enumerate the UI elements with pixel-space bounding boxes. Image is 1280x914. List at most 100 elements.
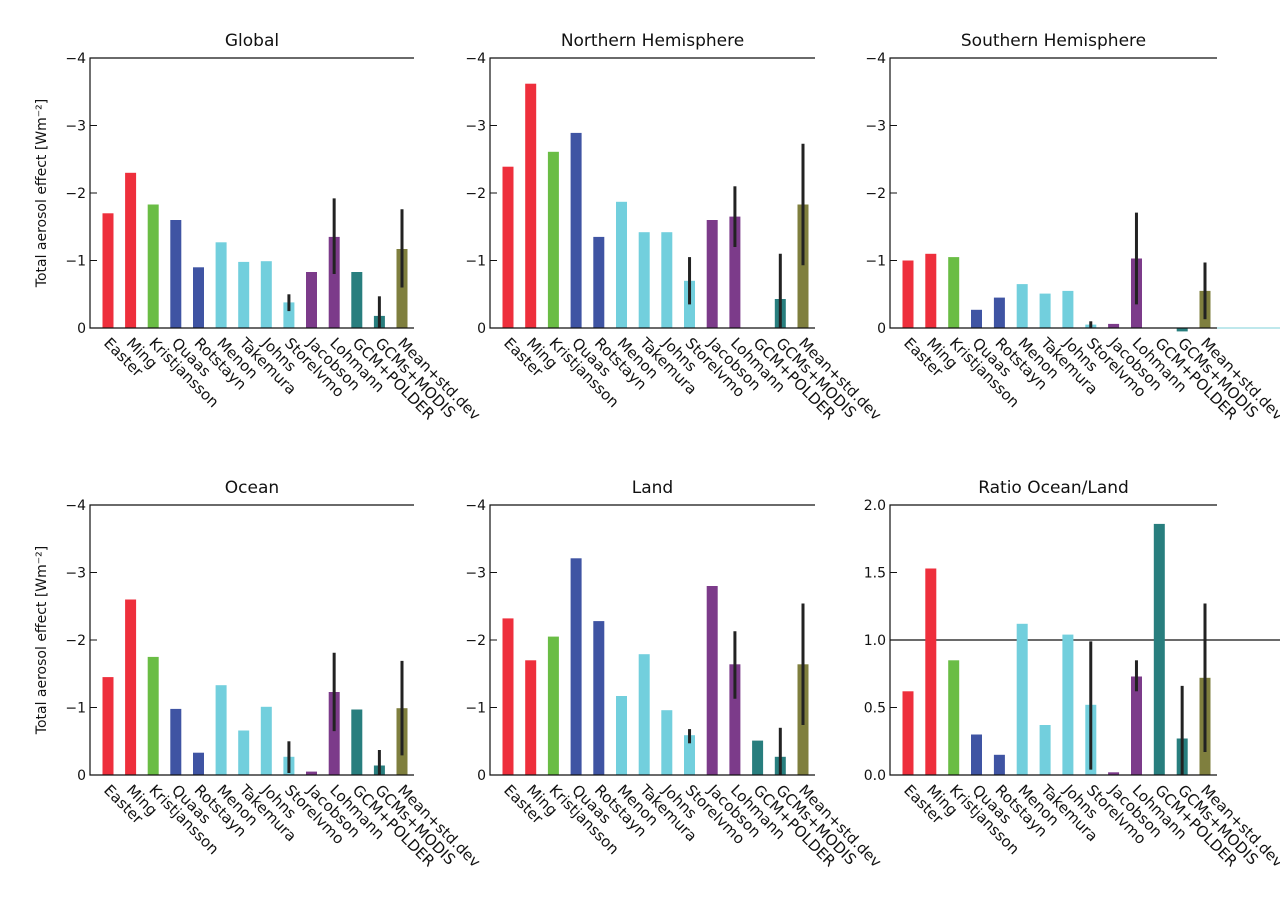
bar-takemura [238, 261, 250, 328]
bar-takemura [1039, 293, 1051, 328]
bar-mean-std-dev [797, 204, 809, 328]
bar-jacobson [306, 771, 317, 775]
bar-takemura [638, 232, 650, 328]
bar-gcm-polder [752, 740, 764, 775]
bar-rotstayn [193, 752, 204, 775]
bar-lohmann [729, 664, 741, 775]
y-tick-label: 1.5 [864, 566, 886, 582]
axes-frame [89, 504, 414, 776]
bar-menon [616, 201, 627, 328]
y-tick-label: −2 [65, 633, 86, 649]
bar-kristjansson [948, 257, 960, 328]
bar-storelvmo [684, 735, 695, 775]
bar-gcms-modis [1176, 328, 1188, 332]
y-tick-label: −3 [65, 566, 86, 582]
bar-rotstayn [193, 267, 204, 329]
bar-rotstayn [593, 621, 605, 775]
bar-gcm-polder [1153, 523, 1165, 775]
bar-johns [260, 706, 272, 775]
bar-ming [125, 599, 137, 775]
bar-gcm-polder [351, 709, 363, 775]
axes-frame [89, 57, 414, 329]
bar-johns [1062, 290, 1074, 328]
bar-kristjansson [948, 660, 960, 776]
bar-kristjansson [147, 204, 159, 328]
y-tick-label: 2.0 [864, 498, 886, 514]
bar-jacobson [706, 220, 718, 328]
y-tick-label: 0.0 [864, 768, 886, 784]
panel-title: Northern Hemisphere [561, 31, 744, 51]
panel-3: Southern Hemisphere−4−3−2−10EasterMingKr… [865, 31, 1280, 424]
y-tick-label: 1.0 [864, 633, 886, 649]
y-tick-label: −4 [465, 498, 486, 514]
bar-mean-std-dev [396, 249, 408, 328]
y-tick-label: 0 [877, 321, 886, 337]
axes-frame [889, 57, 1217, 329]
panel-title: Ocean [225, 478, 279, 498]
y-tick-label: 0 [477, 768, 486, 784]
bar-quaas [570, 132, 582, 328]
panel-2: Northern Hemisphere−4−3−2−10EasterMingKr… [465, 31, 885, 424]
bar-takemura [638, 654, 650, 775]
bar-jacobson [706, 586, 718, 775]
bar-menon [616, 696, 627, 775]
bar-easter [902, 260, 914, 328]
bar-easter [102, 213, 114, 329]
y-tick-label: −4 [65, 498, 86, 514]
bar-menon [215, 685, 227, 775]
bar-takemura [1039, 725, 1051, 775]
y-tick-label: −3 [465, 566, 486, 582]
panel-6: Ratio Ocean/Land0.00.51.01.52.0EasterMin… [864, 478, 1280, 871]
y-tick-label: −1 [465, 254, 486, 270]
y-tick-label: 0 [477, 321, 486, 337]
bar-jacobson [1108, 772, 1120, 775]
panel-4: Ocean−4−3−2−10EasterMingKristjanssonQuaa… [34, 478, 484, 871]
y-tick-label: −1 [865, 254, 886, 270]
y-tick-label: −1 [65, 701, 86, 717]
bar-jacobson [306, 272, 317, 328]
bar-lohmann [1131, 676, 1142, 775]
bar-quaas [170, 708, 182, 775]
bar-rotstayn [993, 297, 1005, 328]
bar-easter [502, 618, 514, 775]
bar-johns [1062, 634, 1074, 775]
bar-easter [102, 677, 114, 775]
bar-easter [902, 691, 914, 775]
y-tick-label: −3 [65, 119, 86, 135]
bar-rotstayn [993, 754, 1005, 776]
panel-title: Ratio Ocean/Land [978, 478, 1129, 498]
bar-storelvmo [283, 302, 295, 328]
bar-johns [661, 232, 673, 328]
bar-quaas [971, 734, 982, 775]
bar-kristjansson [547, 151, 559, 328]
bar-takemura [238, 730, 250, 775]
y-tick-label: −4 [65, 51, 86, 67]
panel-title: Land [632, 478, 673, 498]
bar-ming [125, 172, 137, 329]
bar-kristjansson [147, 656, 159, 775]
bar-kristjansson [547, 636, 559, 775]
bar-johns [260, 261, 272, 328]
panel-1: Global−4−3−2−10EasterMingKristjanssonQua… [34, 31, 484, 424]
y-tick-label: 0 [77, 768, 86, 784]
y-tick-label: 0 [77, 321, 86, 337]
bar-jacobson [1108, 323, 1120, 328]
bar-gcm-polder [351, 272, 363, 328]
y-tick-label: −2 [65, 186, 86, 202]
bar-lohmann [729, 216, 741, 328]
bar-ming [525, 660, 537, 776]
bar-rotstayn [593, 236, 605, 328]
y-tick-label: −2 [465, 633, 486, 649]
bar-storelvmo [684, 280, 695, 329]
panel-5: Land−4−3−2−10EasterMingKristjanssonQuaas… [465, 478, 885, 871]
bar-menon [1016, 284, 1028, 328]
y-tick-label: −4 [465, 51, 486, 67]
y-tick-label: −4 [865, 51, 886, 67]
panel-title: Global [225, 31, 279, 51]
y-axis-label: Total aerosol effect [Wm⁻²] [34, 99, 50, 288]
y-tick-label: −3 [465, 119, 486, 135]
panels: Global−4−3−2−10EasterMingKristjanssonQua… [34, 31, 1280, 871]
y-tick-label: −1 [65, 254, 86, 270]
bar-quaas [971, 309, 982, 328]
